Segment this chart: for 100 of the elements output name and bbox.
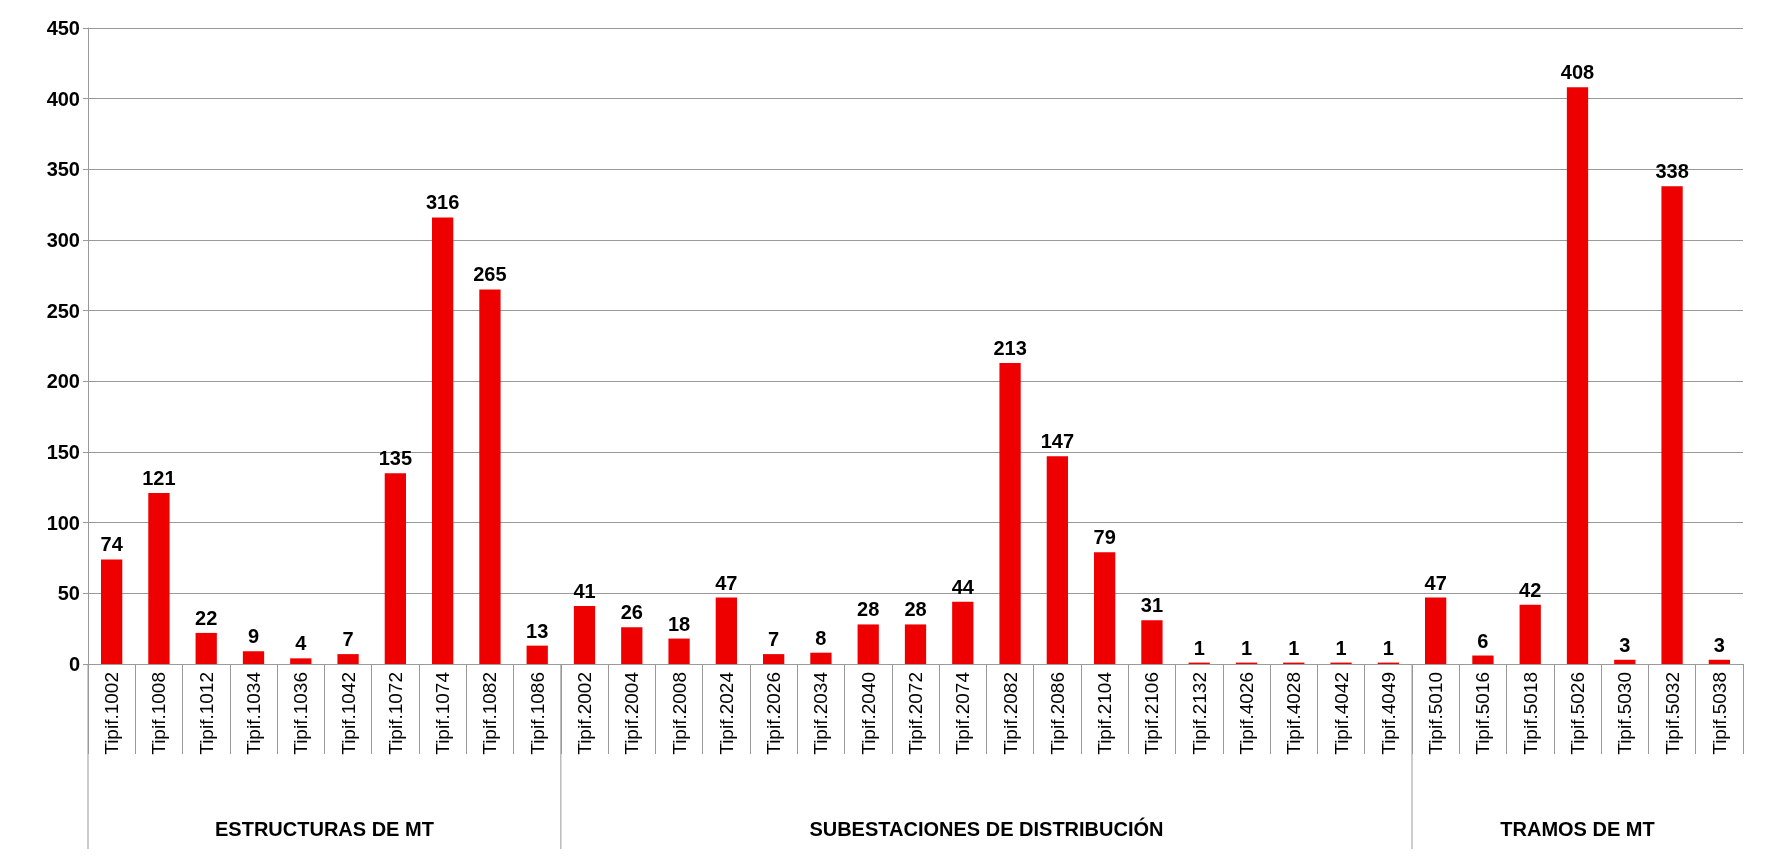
x-tick-label: Tipif.1012 — [195, 672, 217, 755]
x-tick-label: Tipif.5038 — [1708, 672, 1730, 755]
bar — [384, 473, 406, 664]
text: TRAMOS DE MT — [1500, 818, 1655, 840]
bar — [1614, 659, 1636, 664]
x-tick-label: Tipif.2040 — [857, 672, 879, 755]
data-label: 42 — [1519, 578, 1542, 601]
x-tick-label: Tipif.5010 — [1425, 672, 1447, 755]
bar — [999, 362, 1021, 664]
x-tick-label: Tipif.1042 — [337, 672, 359, 755]
data-label: 74 — [100, 533, 124, 556]
data-label: 79 — [1093, 526, 1116, 549]
data-label: 213 — [993, 336, 1027, 359]
y-tick-label: 300 — [46, 229, 80, 251]
x-tick-label: Tipif.1072 — [384, 672, 406, 755]
data-label: 26 — [620, 601, 643, 624]
x-tick-label: Tipif.2002 — [574, 672, 595, 755]
data-label: 8 — [815, 626, 827, 649]
y-tick-label: 350 — [46, 158, 80, 181]
data-label: 147 — [1040, 430, 1075, 453]
x-tick-label: Tipif.5016 — [1472, 672, 1494, 755]
x-tick-label: Tipif.1082 — [479, 672, 501, 755]
data-label: 1 — [1382, 636, 1394, 659]
data-label: 13 — [526, 619, 549, 642]
bar — [1661, 186, 1683, 664]
x-tick-label: Tipif.4026 — [1236, 672, 1257, 755]
bar — [432, 217, 454, 664]
bar — [1046, 456, 1068, 664]
y-tick-label: 50 — [57, 582, 80, 605]
data-label: 338 — [1655, 160, 1689, 183]
data-label: 7 — [768, 628, 780, 651]
bar — [1094, 552, 1116, 664]
bar — [573, 606, 596, 664]
data-label: 18 — [667, 612, 691, 635]
data-label: 135 — [378, 447, 413, 470]
bar — [668, 638, 690, 664]
bar — [621, 627, 643, 664]
x-tick-label: Tipif.5026 — [1567, 672, 1588, 755]
data-label: 316 — [425, 191, 460, 214]
bar — [763, 654, 785, 664]
data-label: 7 — [342, 628, 354, 651]
data-label: 22 — [195, 606, 218, 629]
y-tick-label: 0 — [68, 653, 80, 675]
x-tick-label: Tipif.2082 — [999, 672, 1021, 755]
data-label: 1 — [1288, 636, 1300, 659]
bar — [526, 645, 548, 664]
data-label: 9 — [247, 625, 260, 648]
bar — [337, 654, 359, 664]
x-tick-label: Tipif.1002 — [101, 672, 123, 755]
bar — [101, 559, 123, 664]
x-tick-label: Tipif.2086 — [1046, 672, 1068, 755]
x-tick-label: Tipif.1086 — [526, 672, 548, 755]
x-tick-label: Tipif.2008 — [668, 672, 690, 755]
x-tick-label: Tipif.2034 — [810, 671, 832, 755]
bar — [242, 651, 265, 664]
y-tick-label: 250 — [46, 299, 80, 322]
x-tick-label: Tipif.2004 — [621, 671, 643, 755]
x-tick-label: Tipif.2106 — [1141, 672, 1163, 755]
x-tick-label: Tipif.4049 — [1377, 672, 1399, 755]
data-label: 1 — [1335, 636, 1347, 659]
data-label: 47 — [1424, 571, 1447, 594]
bar — [904, 624, 927, 664]
data-label: 3 — [1619, 633, 1631, 656]
bar — [1425, 597, 1447, 664]
x-tick-label: Tipif.2132 — [1188, 672, 1210, 755]
bar — [1708, 659, 1730, 664]
data-label: 1 — [1193, 636, 1205, 659]
data-label: 31 — [1140, 594, 1164, 617]
x-tick-label: Tipif.2072 — [905, 672, 926, 755]
bar — [195, 632, 217, 664]
data-label: 3 — [1713, 633, 1725, 656]
bar — [1566, 87, 1589, 664]
text: SUBESTACIONES DE DISTRIBUCIÓN — [809, 817, 1164, 840]
text: ESTRUCTURAS DE MT — [214, 818, 434, 840]
data-label: 28 — [857, 598, 880, 621]
bar — [148, 492, 170, 664]
x-tick-label: Tipif.4028 — [1283, 672, 1305, 755]
x-tick-label: Tipif.5030 — [1614, 672, 1636, 755]
y-tick-label: 400 — [46, 87, 80, 110]
x-tick-label: Tipif.2026 — [763, 672, 785, 755]
bar — [857, 624, 879, 664]
bar — [1141, 620, 1163, 664]
data-label: 1 — [1240, 636, 1253, 659]
bar — [952, 601, 974, 664]
x-tick-label: Tipif.1008 — [148, 672, 170, 755]
data-label: 28 — [904, 598, 927, 621]
data-label: 6 — [1477, 629, 1489, 652]
x-tick-label: Tipif.1036 — [290, 672, 312, 755]
data-label: 4 — [295, 632, 308, 655]
x-tick-label: Tipif.1074 — [432, 671, 454, 755]
bar — [715, 597, 737, 664]
data-label: 44 — [951, 575, 975, 598]
y-tick-label: 450 — [46, 17, 80, 39]
data-label: 47 — [715, 571, 738, 594]
bar — [1472, 655, 1494, 664]
data-label: 265 — [473, 263, 507, 286]
x-tick-label: Tipif.2074 — [952, 671, 974, 755]
data-label: 41 — [573, 580, 596, 603]
x-tick-label: Tipif.2104 — [1094, 671, 1116, 755]
bar — [1519, 604, 1541, 664]
